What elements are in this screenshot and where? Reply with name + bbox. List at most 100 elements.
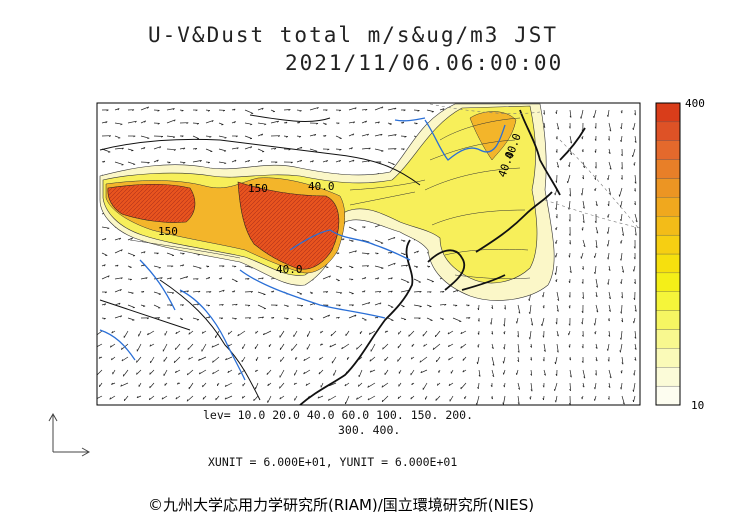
wind-vector-head: [120, 384, 123, 387]
colorbar-band: [655, 140, 681, 160]
wind-vector-head: [569, 270, 572, 274]
unit-legend: XUNIT = 6.000E+01, YUNIT = 6.000E+01: [208, 455, 458, 469]
wind-vector-head: [248, 304, 251, 307]
wind-vector: [595, 291, 598, 297]
wind-vector-head: [318, 372, 320, 375]
wind-vector-head: [447, 344, 450, 347]
wind-vector-head: [393, 237, 396, 240]
wind-vector-head: [368, 302, 371, 305]
wind-vector: [187, 369, 194, 376]
wind-vector: [179, 161, 186, 163]
wind-vector-head: [555, 111, 557, 114]
wind-vector-head: [580, 193, 583, 196]
wind-vector: [237, 330, 246, 337]
wind-vector-head: [634, 309, 637, 312]
wind-vector-head: [196, 123, 199, 125]
wind-vector-head: [120, 249, 123, 252]
wind-vector-head: [609, 192, 611, 195]
wind-vector-head: [118, 302, 121, 305]
wind-vector-head: [224, 397, 227, 400]
wind-vector-head: [149, 372, 151, 375]
wind-vector: [199, 369, 207, 375]
wind-vector-head: [621, 320, 624, 323]
wind-vector-head: [325, 109, 328, 112]
wind-vector: [231, 278, 238, 282]
wind-vector: [410, 395, 415, 400]
wind-vector-head: [198, 290, 201, 293]
wind-vector-head: [477, 345, 479, 348]
wind-vector-head: [633, 246, 636, 249]
wind-vector: [320, 382, 324, 388]
contour-levels-line2: 300. 400.: [338, 423, 401, 437]
wind-vector: [166, 277, 172, 280]
wind-vector-head: [109, 397, 112, 400]
wind-vector-head: [365, 109, 368, 111]
wind-vector: [348, 107, 357, 111]
colorbar-band: [655, 348, 681, 368]
wind-vector: [620, 200, 623, 208]
wind-vector-head: [337, 252, 340, 255]
wind-vector-head: [432, 347, 435, 350]
wind-vector-head: [594, 150, 597, 153]
wind-vector-head: [594, 138, 597, 141]
wind-vector-head: [312, 160, 314, 163]
wind-vector: [202, 382, 207, 388]
wind-vector-head: [197, 254, 200, 256]
wind-vector: [309, 107, 319, 111]
wind-vector-head: [136, 372, 138, 375]
wind-vector: [291, 343, 298, 351]
wind-vector-head: [111, 331, 114, 334]
wind-vector-head: [517, 402, 520, 405]
wind-vector: [387, 317, 394, 321]
dust-core-west-hatch: [107, 184, 195, 223]
wind-vector-head: [455, 305, 458, 307]
wind-vector-head: [632, 399, 634, 402]
wind-vector-head: [146, 317, 149, 320]
wind-vector-head: [369, 370, 372, 373]
wind-vector-head: [634, 140, 637, 143]
wind-vector-head: [403, 109, 406, 112]
wind-vector: [633, 369, 636, 376]
wind-vector: [218, 289, 225, 293]
wind-vector-head: [581, 150, 584, 153]
wind-vector-head: [569, 375, 572, 378]
wind-vector: [595, 343, 598, 349]
wind-vector: [270, 147, 277, 150]
wind-vector-head: [542, 295, 544, 298]
wind-vector: [253, 395, 259, 402]
wind-vector-head: [581, 346, 584, 349]
wind-vector-head: [381, 267, 384, 269]
wind-vector: [426, 304, 432, 307]
wind-vector: [188, 330, 194, 335]
wind-vector: [426, 109, 434, 112]
wind-vector-head: [517, 335, 519, 338]
wind-vector-head: [160, 277, 163, 280]
wind-vector-head: [635, 220, 638, 223]
wind-vector-head: [96, 374, 97, 376]
wind-vector-head: [594, 126, 597, 129]
wind-vector: [607, 109, 610, 117]
wind-vector: [607, 278, 610, 285]
wind-vector-head: [224, 137, 227, 139]
wind-vector: [127, 291, 134, 294]
wind-vector: [211, 343, 220, 348]
wind-vector-head: [607, 282, 609, 285]
wind-vector: [296, 291, 303, 295]
wind-vector: [318, 369, 324, 375]
wind-vector-head: [330, 333, 332, 337]
wind-vector: [634, 343, 637, 350]
wind-vector: [387, 290, 393, 293]
wind-vector: [212, 356, 220, 363]
wind-vector-head: [327, 148, 330, 151]
wind-vector: [361, 252, 370, 254]
wind-vector-head: [593, 271, 596, 274]
wind-vector-head: [515, 372, 518, 375]
wind-vector-head: [121, 347, 123, 350]
wind-vector-head: [211, 120, 214, 123]
wind-vector-head: [570, 153, 572, 155]
wind-vector: [293, 330, 298, 337]
wind-vector-head: [419, 306, 422, 308]
wind-vector: [186, 395, 194, 402]
wind-vector: [335, 159, 341, 163]
wind-vector: [387, 161, 395, 165]
